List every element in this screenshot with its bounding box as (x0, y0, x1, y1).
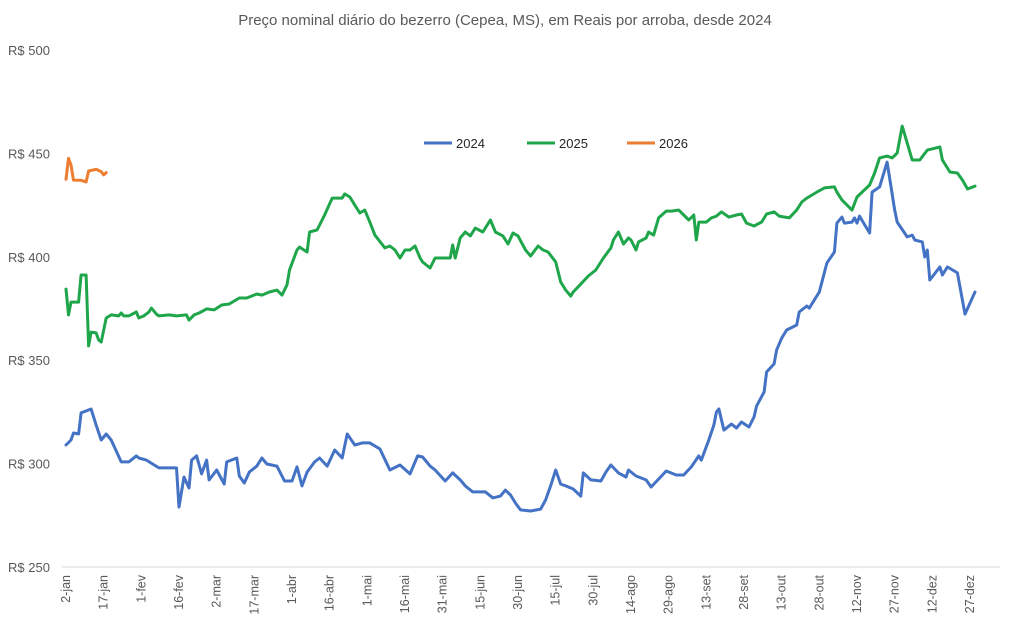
x-tick-label: 27-dez (963, 575, 977, 613)
x-tick-label: 2-mar (210, 575, 224, 608)
x-tick-label: 15-jun (473, 575, 487, 610)
x-tick-label: 17-mar (247, 575, 261, 615)
legend-item-2024: 2024 (424, 136, 485, 151)
y-axis: R$ 250 R$ 300 R$ 350 R$ 400 R$ 450 R$ 500 (8, 43, 50, 575)
y-tick-label: R$ 250 (8, 560, 50, 575)
x-tick-label: 12-nov (850, 574, 864, 613)
legend-item-2025: 2025 (527, 136, 588, 151)
legend-label: 2026 (659, 136, 688, 151)
x-tick-label: 13-set (699, 574, 713, 609)
x-axis: 2-jan 17-jan 1-fev 16-fev 2-mar 17-mar 1-abr 16… (59, 566, 1000, 615)
legend-label: 2024 (456, 136, 485, 151)
x-tick-label: 17-jan (97, 575, 111, 610)
x-tick-label: 30-jul (586, 575, 600, 606)
y-tick-label: R$ 300 (8, 457, 50, 472)
x-tick-label: 12-dez (925, 575, 939, 613)
x-tick-label: 16-fev (172, 574, 186, 609)
x-tick-label: 28-out (812, 574, 826, 610)
legend: 2024 2025 2026 (424, 136, 688, 151)
y-tick-label: R$ 500 (8, 43, 50, 58)
x-tick-label: 28-set (737, 574, 751, 609)
x-tick-label: 27-nov (888, 574, 902, 613)
legend-label: 2025 (559, 136, 588, 151)
series-line-2025 (64, 124, 977, 348)
legend-item-2026: 2026 (627, 136, 688, 151)
x-tick-label: 1-mai (360, 575, 374, 606)
y-tick-label: R$ 350 (8, 353, 50, 368)
x-tick-label: 29-ago (662, 575, 676, 614)
x-tick-label: 14-ago (624, 575, 638, 614)
x-tick-label: 30-jun (511, 575, 525, 610)
x-tick-label: 16-abr (323, 575, 337, 611)
series-line-2026 (64, 156, 108, 184)
series-line-2024 (64, 160, 977, 513)
y-tick-label: R$ 400 (8, 250, 50, 265)
x-tick-label: 15-jul (549, 575, 563, 606)
y-tick-label: R$ 450 (8, 146, 50, 161)
x-tick-label: 2-jan (59, 575, 73, 603)
plot-area (64, 124, 977, 513)
x-tick-label: 1-fev (134, 574, 148, 603)
chart-title: Preço nominal diário do bezerro (Cepea, … (238, 12, 772, 29)
x-tick-label: 1-abr (285, 575, 299, 604)
x-tick-label: 13-out (775, 574, 789, 610)
x-tick-label: 16-mai (398, 575, 412, 613)
x-tick-label: 31-mai (436, 575, 450, 613)
